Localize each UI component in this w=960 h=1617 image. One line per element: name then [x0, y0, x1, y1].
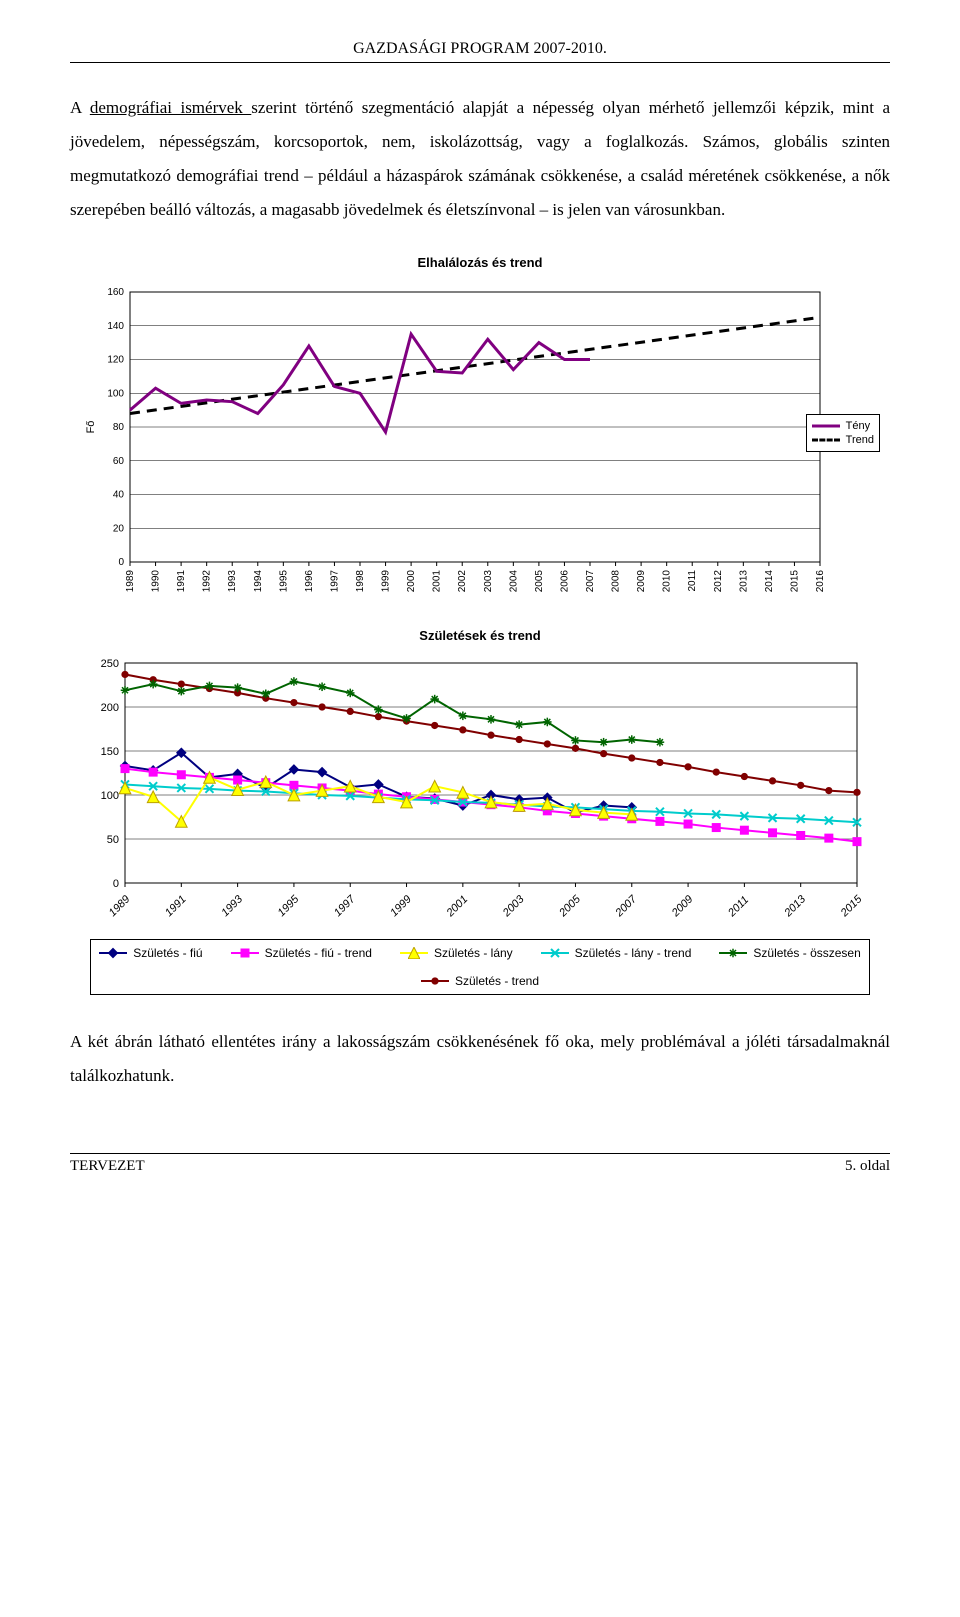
- svg-text:1989: 1989: [107, 893, 133, 919]
- chart1-title: Elhalálozás és trend: [70, 255, 890, 270]
- svg-text:60: 60: [113, 456, 125, 467]
- svg-text:2003: 2003: [500, 893, 527, 920]
- svg-text:1994: 1994: [253, 570, 264, 593]
- svg-text:2007: 2007: [585, 570, 596, 593]
- svg-text:1998: 1998: [355, 570, 366, 593]
- page-footer: TERVEZET 5. oldal: [70, 1158, 890, 1175]
- svg-text:2004: 2004: [508, 570, 519, 593]
- svg-text:1999: 1999: [388, 893, 414, 919]
- svg-text:120: 120: [107, 355, 124, 366]
- svg-text:1993: 1993: [227, 570, 238, 593]
- header-rule: [70, 62, 890, 63]
- svg-text:40: 40: [113, 490, 125, 501]
- paragraph-1: A demográfiai ismérvek szerint történő s…: [70, 91, 890, 227]
- legend-item: Születés - trend: [421, 974, 539, 988]
- svg-text:200: 200: [101, 702, 119, 714]
- svg-text:100: 100: [101, 790, 119, 802]
- legend-item: Születés - lány: [400, 946, 513, 960]
- svg-text:140: 140: [107, 321, 124, 332]
- svg-text:1997: 1997: [329, 570, 340, 593]
- svg-text:2015: 2015: [789, 570, 800, 593]
- para1-underlined: demográfiai ismérvek: [90, 98, 251, 117]
- svg-text:20: 20: [113, 523, 125, 534]
- svg-text:2008: 2008: [611, 570, 622, 593]
- svg-text:2014: 2014: [764, 570, 775, 593]
- svg-text:1990: 1990: [151, 570, 162, 593]
- svg-text:2010: 2010: [662, 570, 673, 593]
- svg-text:2005: 2005: [534, 570, 545, 593]
- legend-item: Születés - lány - trend: [541, 946, 692, 960]
- svg-text:2002: 2002: [457, 570, 468, 593]
- para1-pre: A: [70, 98, 90, 117]
- svg-text:2006: 2006: [559, 570, 570, 593]
- chart-births: 0 50 100 150 200 250 1989 1991 1993 1995 1997 1999 2…: [80, 653, 880, 933]
- footer-rule: [70, 1153, 890, 1154]
- svg-text:2011: 2011: [725, 894, 751, 920]
- svg-text:160: 160: [107, 287, 124, 298]
- svg-text:1995: 1995: [278, 570, 289, 593]
- svg-text:2001: 2001: [444, 893, 471, 920]
- footer-right: 5. oldal: [845, 1158, 890, 1175]
- svg-text:1997: 1997: [332, 893, 358, 919]
- svg-text:0: 0: [118, 557, 124, 568]
- svg-text:2007: 2007: [613, 893, 640, 920]
- svg-text:2012: 2012: [713, 570, 724, 593]
- svg-text:1992: 1992: [202, 570, 213, 593]
- svg-text:1989: 1989: [125, 570, 136, 593]
- chart2-svg: 0 50 100 150 200 250 1989 1991 1993 1995 1997 1999 2…: [80, 653, 880, 933]
- svg-text:1993: 1993: [219, 893, 245, 919]
- paragraph-2: A két ábrán látható ellentétes irány a l…: [70, 1025, 890, 1093]
- page-header: GAZDASÁGI PROGRAM 2007-2010.: [70, 40, 890, 58]
- svg-text:2011: 2011: [687, 570, 698, 592]
- chart2-title: Születések és trend: [70, 628, 890, 643]
- svg-text:Fő: Fő: [85, 421, 97, 434]
- svg-text:80: 80: [113, 422, 125, 433]
- svg-text:150: 150: [101, 746, 119, 758]
- svg-text:2016: 2016: [815, 570, 826, 593]
- chart2-legend: Születés - fiú Születés - fiú - trend Szül…: [90, 939, 870, 995]
- legend-item: Születés - fiú: [99, 946, 202, 960]
- svg-text:2003: 2003: [483, 570, 494, 593]
- svg-text:1999: 1999: [381, 570, 392, 593]
- svg-text:50: 50: [107, 834, 119, 846]
- svg-text:2005: 2005: [556, 893, 583, 920]
- legend-item: Születés - fiú - trend: [231, 946, 372, 960]
- footer-left: TERVEZET: [70, 1158, 145, 1175]
- svg-text:1995: 1995: [276, 893, 302, 919]
- svg-text:2000: 2000: [406, 570, 417, 593]
- chart-deaths: 0 20 40 60 80 100 120 140 160 1989 1990 1991 1992 199…: [80, 280, 880, 600]
- legend-item: Születés - összesen: [719, 946, 860, 960]
- svg-text:2013: 2013: [738, 570, 749, 593]
- chart1-svg: 0 20 40 60 80 100 120 140 160 1989 1990 1991 1992 199…: [80, 280, 880, 600]
- svg-text:0: 0: [113, 878, 119, 890]
- svg-text:1991: 1991: [176, 570, 187, 593]
- svg-text:250: 250: [101, 658, 119, 670]
- svg-text:1996: 1996: [304, 570, 315, 593]
- chart1-legend: TényTrend: [806, 414, 880, 452]
- svg-text:100: 100: [107, 388, 124, 399]
- svg-text:2009: 2009: [636, 570, 647, 593]
- svg-text:2013: 2013: [782, 893, 809, 920]
- svg-text:1991: 1991: [163, 893, 189, 919]
- svg-text:2009: 2009: [669, 893, 696, 920]
- svg-text:2001: 2001: [432, 570, 443, 593]
- svg-text:2015: 2015: [838, 893, 865, 920]
